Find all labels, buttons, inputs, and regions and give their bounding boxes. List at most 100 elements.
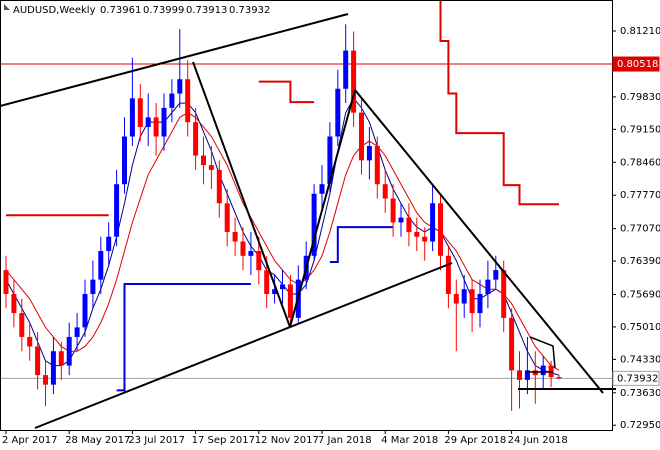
candle-body [161, 107, 167, 137]
x-tick-label: 7 Jan 2018 [318, 435, 372, 446]
candle-body [351, 50, 357, 113]
candle-body [485, 279, 491, 294]
candle-body [272, 289, 278, 294]
header-symbol: AUDUSD,Weekly [13, 5, 96, 16]
candle-body [540, 365, 546, 376]
plot-frame [0, 0, 613, 431]
candle-body [524, 370, 530, 380]
candle-body [509, 317, 515, 371]
pattern-line [529, 336, 556, 369]
candle-body [248, 251, 254, 256]
candle-body [145, 117, 151, 127]
y-tick-label: 0.81210 [620, 26, 660, 37]
candle-body [90, 279, 96, 294]
candle-body [114, 184, 120, 237]
candle-body [445, 255, 451, 294]
y-tick-label: 0.74330 [620, 354, 660, 365]
candle-body [469, 289, 475, 314]
candle-body [19, 313, 25, 337]
x-tick-label: 12 Nov 2017 [255, 435, 319, 446]
candle-body [122, 136, 127, 185]
candle-body [311, 193, 317, 256]
header-icon [4, 4, 10, 10]
candle-body [335, 88, 341, 137]
y-tick-label: 0.75010 [620, 322, 660, 333]
candle-body [137, 98, 143, 127]
x-tick-label: 17 Sep 2017 [192, 435, 255, 446]
y-tick-label: 0.76390 [620, 256, 660, 267]
candle-body [359, 112, 364, 161]
x-tick-label: 4 Mar 2018 [381, 435, 438, 446]
x-tick-label: 28 May 2017 [65, 435, 130, 446]
price-label-box [612, 56, 660, 72]
candle-body [453, 293, 459, 304]
candle-body [240, 241, 246, 256]
candle-body [264, 270, 270, 294]
candle-body [3, 270, 9, 294]
candle-body [556, 376, 562, 379]
candle-body [224, 203, 230, 232]
candle-body [374, 146, 380, 185]
candle-body [390, 198, 396, 223]
candle-body [58, 351, 64, 366]
candle-body [177, 79, 183, 94]
candle-body [169, 93, 175, 108]
candle-body [501, 270, 507, 318]
candle-body [477, 293, 483, 314]
y-tick-label: 0.77770 [620, 190, 660, 201]
x-tick-label: 2 Apr 2017 [2, 435, 57, 446]
candle-body [50, 351, 56, 385]
candle-body [438, 203, 443, 256]
trendline [289, 89, 356, 328]
candle-body [35, 346, 41, 376]
step-line [6, 0, 559, 217]
y-tick-label: 0.73630 [620, 388, 660, 399]
candle-body [216, 169, 222, 204]
y-tick-label: 0.79830 [620, 92, 660, 103]
y-tick-label: 0.72950 [620, 420, 660, 431]
candle-body [461, 289, 467, 304]
candle-body [366, 146, 372, 161]
candle-body [185, 79, 191, 123]
header-open: 0.73961 [100, 5, 141, 16]
candle-body [193, 122, 199, 156]
price-label-box [612, 370, 660, 386]
candle-body [82, 293, 88, 328]
candle-body [208, 165, 214, 170]
candle-body [382, 184, 388, 199]
y-tick-label: 0.78460 [620, 157, 660, 168]
candle-body [517, 370, 522, 380]
candle-body [11, 293, 17, 314]
trendline [0, 13, 349, 107]
step-line [116, 226, 394, 392]
candle-body [129, 98, 135, 137]
candle-body [27, 336, 33, 347]
price-label: 0.73932 [617, 373, 658, 384]
price-label: 0.80518 [617, 59, 658, 70]
trendline [354, 89, 604, 394]
candle-body [232, 231, 238, 242]
candle-body [287, 284, 293, 318]
header-close: 0.73932 [229, 5, 270, 16]
candle-body [343, 50, 349, 89]
candle-body [74, 327, 80, 337]
candle-body [43, 375, 48, 385]
candle-body [98, 251, 104, 280]
candle-body [153, 117, 159, 137]
y-tick-label: 0.75690 [620, 289, 660, 300]
trendlines [0, 13, 616, 429]
candle-body [201, 155, 206, 166]
trendline [34, 262, 453, 429]
y-tick-label: 0.77070 [620, 224, 660, 235]
candle-body [327, 136, 333, 185]
header: AUDUSD,Weekly 0.73961 0.73999 0.73913 0.… [4, 4, 270, 16]
candle-body [422, 236, 428, 242]
candle-body [319, 184, 325, 194]
candle-body [406, 217, 412, 232]
candle-body [398, 217, 404, 223]
candle-body [256, 251, 262, 271]
plot-layer [0, 0, 612, 411]
x-tick-label: 29 Apr 2018 [444, 435, 506, 446]
